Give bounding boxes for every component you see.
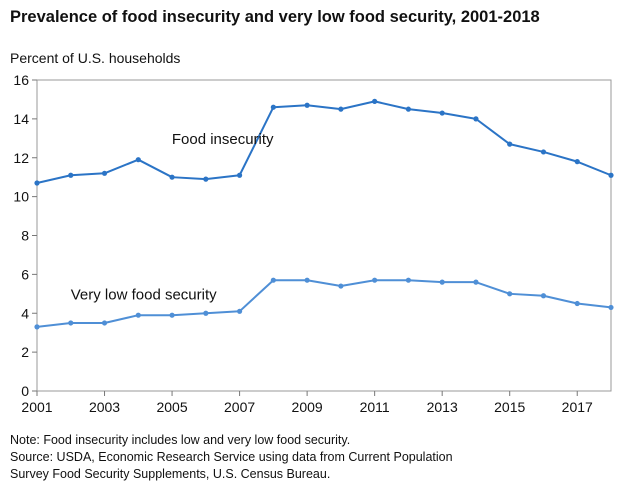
note-text: Note: Food insecurity includes low and v… (10, 433, 351, 447)
data-point (135, 157, 141, 163)
data-point (608, 304, 614, 311)
data-point (34, 180, 40, 186)
data-point (338, 283, 344, 289)
data-point (169, 312, 175, 318)
x-tick-label: 2005 (156, 399, 187, 415)
y-tick-label: 14 (13, 111, 29, 127)
data-point (236, 172, 243, 178)
data-point (439, 279, 445, 285)
x-tick-label: 2003 (89, 399, 120, 415)
data-point (507, 291, 513, 297)
y-tick-label: 4 (21, 305, 29, 321)
data-point (68, 320, 74, 326)
y-tick-label: 16 (13, 72, 29, 88)
data-point (270, 104, 276, 110)
data-point (372, 277, 378, 283)
x-tick-label: 2015 (494, 399, 525, 415)
chart-title: Prevalence of food insecurity and very l… (10, 8, 540, 26)
y-axis-ticks: 0 2 4 6 8 10 12 14 16 (13, 72, 37, 399)
data-point (34, 324, 40, 330)
data-point (101, 170, 108, 176)
y-tick-label: 10 (13, 189, 29, 205)
data-point (101, 320, 108, 326)
plot-border (36, 79, 612, 392)
data-point (473, 279, 479, 285)
data-point (540, 149, 547, 155)
data-point (574, 300, 580, 307)
data-point (372, 98, 378, 104)
plot-frame (36, 79, 612, 392)
data-point (270, 277, 276, 283)
data-point (304, 277, 310, 283)
data-point (540, 293, 547, 299)
y-axis-label: Percent of U.S. households (10, 50, 181, 66)
data-point (608, 172, 614, 178)
x-axis-ticks: 2001 2003 2005 2007 2009 2011 2013 2015 2017 (21, 391, 593, 415)
y-tick-label: 12 (13, 150, 29, 166)
x-tick-label: 2007 (224, 399, 255, 415)
series-label-1: Food insecurity (172, 131, 274, 148)
data-point (68, 172, 74, 178)
data-point (473, 116, 479, 122)
y-tick-label: 8 (21, 228, 29, 244)
y-tick-label: 2 (21, 344, 29, 360)
data-point (439, 110, 445, 116)
data-point (304, 102, 310, 108)
data-point (405, 106, 412, 112)
data-point (338, 106, 344, 112)
y-tick-label: 6 (21, 266, 29, 282)
footnotes: Note: Food insecurity includes low and v… (10, 432, 453, 483)
series-label-2: Very low food security (71, 287, 217, 304)
source-text-line-1: Source: USDA, Economic Research Service … (10, 450, 453, 464)
x-tick-label: 2011 (360, 399, 390, 415)
data-point (169, 174, 175, 180)
series-group (34, 98, 614, 330)
y-tick-label: 0 (21, 383, 29, 399)
source-text-line-2: Survey Food Security Supplements, U.S. C… (10, 467, 331, 481)
series-labels: Food insecurity Very low food security (71, 131, 274, 303)
data-point (574, 159, 580, 165)
data-point (135, 312, 141, 318)
series-line-2 (36, 279, 612, 328)
data-point (203, 176, 209, 182)
x-tick-label: 2017 (562, 399, 593, 415)
data-point (236, 308, 243, 314)
data-point (203, 310, 209, 316)
x-tick-label: 2009 (292, 399, 323, 415)
x-tick-label: 2001 (21, 399, 52, 415)
x-tick-label: 2013 (427, 399, 458, 415)
data-point (507, 141, 513, 147)
data-point (405, 277, 412, 283)
series-line-1 (36, 100, 612, 184)
